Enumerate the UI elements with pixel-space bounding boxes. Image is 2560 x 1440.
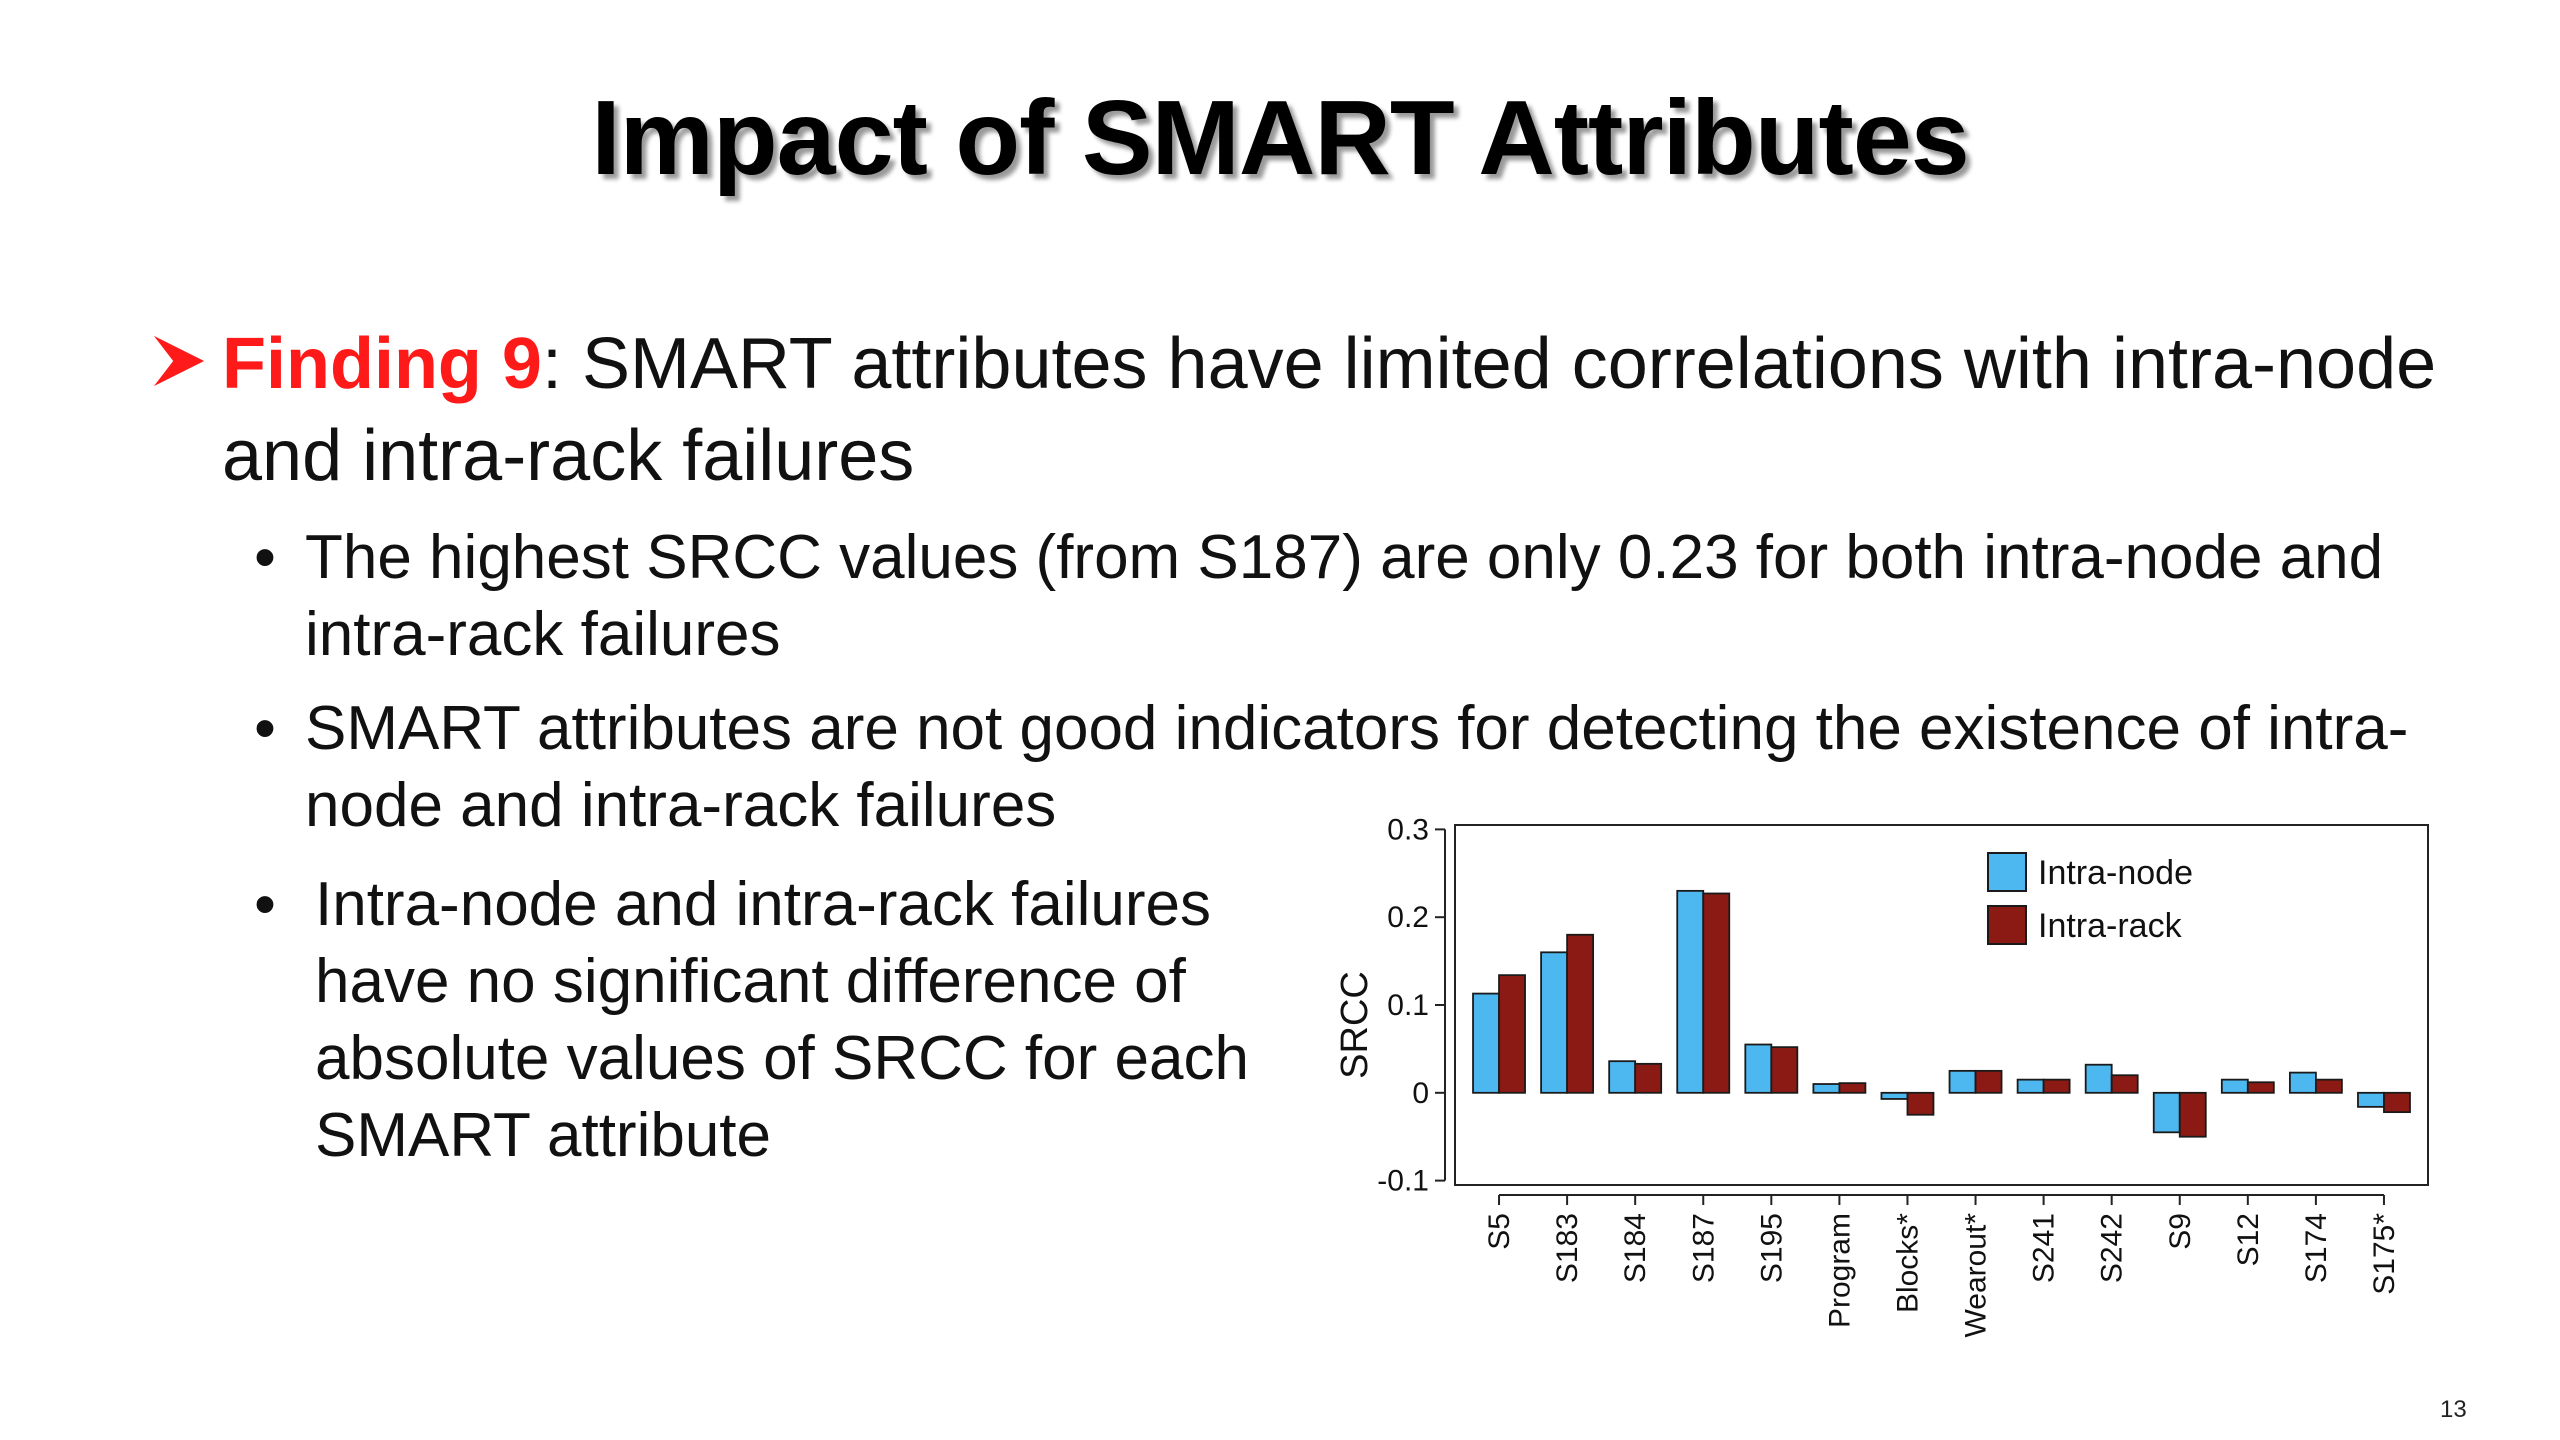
bar-intra-node — [1880, 1091, 1909, 1100]
bar-intra-rack — [2314, 1078, 2343, 1094]
bar-intra-rack — [1634, 1062, 1663, 1094]
finding-text: Finding 9: SMART attributes have limited… — [150, 318, 2450, 502]
bar-intra-node — [2084, 1063, 2113, 1094]
slide-title: Impact of SMART Attributes — [591, 79, 1970, 197]
x-tick-label: S175* — [2368, 1213, 2401, 1295]
x-tick-label: S241 — [2028, 1213, 2061, 1283]
x-tick-label: S183 — [1551, 1213, 1584, 1283]
y-tick-label: 0.3 — [1387, 813, 1429, 846]
x-tick-label: S12 — [2232, 1213, 2265, 1266]
bar-intra-rack — [1566, 933, 1595, 1094]
bar-intra-rack — [2110, 1074, 2139, 1094]
y-tick-label: 0.2 — [1387, 901, 1429, 934]
bar-intra-node — [2220, 1078, 2249, 1094]
bullet-dot: • — [254, 870, 276, 939]
bar-intra-rack — [1770, 1046, 1799, 1094]
y-tick-label: 0 — [1412, 1077, 1429, 1110]
legend-label: Intra-node — [2038, 854, 2193, 892]
legend-swatch — [1987, 852, 2027, 892]
x-tick-label: S174 — [2300, 1213, 2333, 1283]
finding-description: : SMART attributes have limited correlat… — [222, 324, 2437, 496]
x-tick-label: S184 — [1619, 1213, 1652, 1283]
bar-intra-node — [1948, 1069, 1977, 1094]
bar-intra-node — [1540, 951, 1569, 1094]
bar-intra-node — [1676, 889, 1705, 1094]
x-tick-label: Blocks* — [1891, 1213, 1924, 1313]
finding-point: Finding 9: SMART attributes have limited… — [150, 318, 2450, 502]
bullet-text: Intra-node and intra-rack failures have … — [315, 870, 1249, 1170]
bar-intra-node — [1812, 1083, 1841, 1094]
bar-intra-node — [2357, 1091, 2385, 1108]
legend-label: Intra-rack — [2038, 907, 2183, 945]
bar-intra-rack — [1498, 974, 1526, 1094]
bullet-text: SMART attributes are not good indicators… — [305, 694, 2409, 840]
bar-intra-rack — [2178, 1091, 2207, 1138]
bullet-text: The highest SRCC values (from S187) are … — [305, 523, 2384, 669]
bar-intra-rack — [1974, 1069, 2003, 1094]
x-tick-label: S5 — [1483, 1213, 1516, 1250]
bar-intra-node — [2288, 1071, 2317, 1094]
bar-intra-rack — [2042, 1078, 2071, 1094]
x-tick-label: Wearout* — [1960, 1213, 1993, 1338]
x-tick-label: S187 — [1687, 1213, 1720, 1283]
plot-frame — [1454, 824, 2429, 1186]
y-tick-label: 0.1 — [1387, 989, 1429, 1022]
bullet-dot: • — [254, 523, 276, 592]
x-tick-label: S242 — [2096, 1213, 2129, 1283]
bar-intra-node — [1608, 1060, 1637, 1094]
bar-intra-node — [2152, 1091, 2181, 1134]
finding-label: Finding 9 — [222, 324, 542, 404]
x-tick-label: Program — [1823, 1213, 1856, 1328]
bar-intra-node — [1472, 992, 1500, 1094]
bar-intra-node — [2016, 1078, 2045, 1094]
bar-intra-rack — [1906, 1091, 1935, 1116]
srcc-bar-chart: -0.1 0 0.1 0.2 0.3 SRCC S5 S183 S184 S187 S195 Prog… — [1334, 813, 2429, 1338]
bar-intra-rack — [1838, 1082, 1867, 1094]
y-axis-label: SRCC — [1334, 971, 1376, 1079]
bar-intra-rack — [2246, 1081, 2275, 1094]
bullet-item: • SMART attributes are not good indicato… — [245, 690, 2445, 844]
arrow-bullet-icon — [153, 335, 205, 387]
legend-swatch — [1987, 905, 2027, 945]
bullet-item: • The highest SRCC values (from S187) ar… — [245, 519, 2445, 673]
bar-intra-rack — [2383, 1091, 2411, 1114]
bullet-item: • Intra-node and intra-rack failures hav… — [245, 866, 1355, 1174]
x-tick-label: S195 — [1755, 1213, 1788, 1283]
page-number: 13 — [2440, 1396, 2467, 1423]
bar-intra-rack — [1702, 892, 1731, 1094]
y-tick-label: -0.1 — [1377, 1165, 1429, 1198]
bullet-dot: • — [254, 694, 276, 763]
bar-intra-node — [1744, 1043, 1773, 1094]
x-tick-label: S9 — [2164, 1213, 2197, 1250]
